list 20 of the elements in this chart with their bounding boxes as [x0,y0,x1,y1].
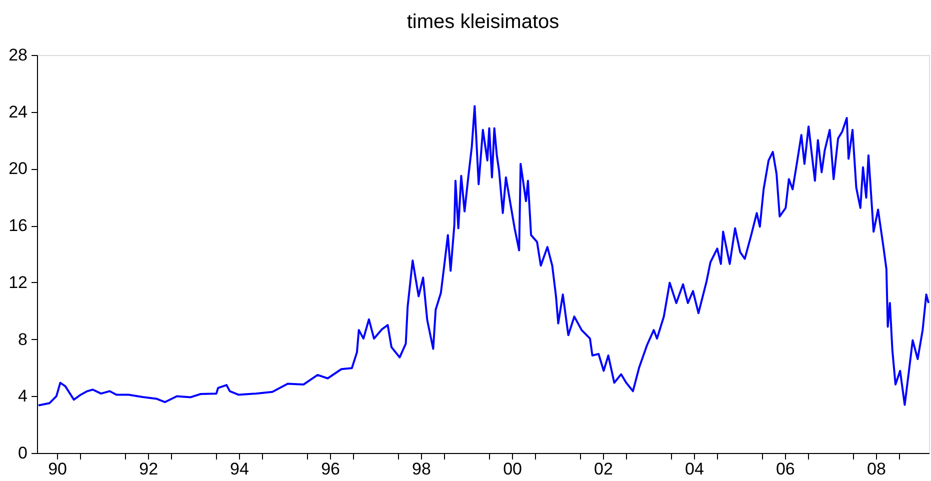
line-series [37,105,930,406]
x-tick-label: 06 [776,460,795,478]
x-tick-label: 02 [594,460,613,478]
x-tick-label: 00 [503,460,522,478]
y-tick-label: 20 [8,159,28,178]
x-tick-label: 96 [321,460,340,478]
y-tick-label: 4 [18,386,28,406]
x-tick-label: 08 [866,460,886,478]
y-tick-label: 28 [8,46,28,64]
x-tick-label: 98 [412,460,431,478]
y-tick-label: 16 [8,216,28,236]
chart-title: times kleisimatos [406,11,560,33]
y-tick-label: 8 [18,330,28,349]
y-tick-label: 12 [8,272,28,292]
x-tick-label: 04 [685,460,704,478]
y-tick-label: 24 [8,102,28,122]
y-tick-label: 0 [18,444,28,462]
x-tick-label: 94 [230,460,249,478]
x-tick-label: 92 [139,460,158,478]
x-tick-label: 90 [48,460,68,478]
